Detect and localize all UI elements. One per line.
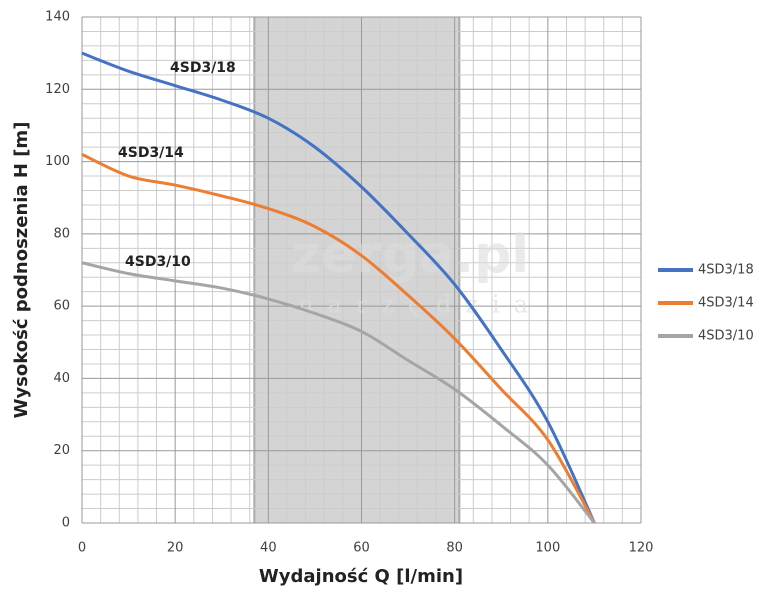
watermark-sub: narzędzia [298, 291, 542, 319]
shaded-region [254, 17, 460, 523]
legend-label: 4SD3/14 [698, 296, 754, 311]
x-axis-title: Wydajność Q [l/min] [259, 566, 463, 587]
y-tick-label: 40 [53, 371, 70, 386]
legend-label: 4SD3/18 [698, 263, 754, 278]
y-tick-label: 120 [45, 82, 70, 97]
x-tick-label: 20 [167, 541, 184, 556]
x-tick-label: 80 [446, 541, 463, 556]
series-line [81, 152, 596, 524]
y-tick-label: 0 [62, 516, 70, 531]
series-label: 4SD3/18 [170, 60, 236, 76]
x-tick-label: 60 [353, 541, 370, 556]
legend-label: 4SD3/10 [698, 329, 754, 344]
x-tick-label: 120 [629, 541, 654, 556]
y-tick-label: 80 [53, 226, 70, 241]
series-line [81, 261, 596, 524]
y-tick-label: 140 [45, 10, 70, 25]
x-tick-label: 100 [535, 541, 560, 556]
x-tick-label: 40 [260, 541, 277, 556]
x-tick-label: 0 [78, 541, 86, 556]
y-axis-title: Wysokość podnoszenia H [m] [11, 122, 32, 419]
y-tick-label: 100 [45, 154, 70, 169]
series-line [81, 51, 596, 524]
y-tick-label: 60 [53, 299, 70, 314]
y-tick-label: 20 [53, 443, 70, 458]
series-label: 4SD3/10 [125, 254, 191, 270]
series-label: 4SD3/14 [118, 145, 184, 161]
